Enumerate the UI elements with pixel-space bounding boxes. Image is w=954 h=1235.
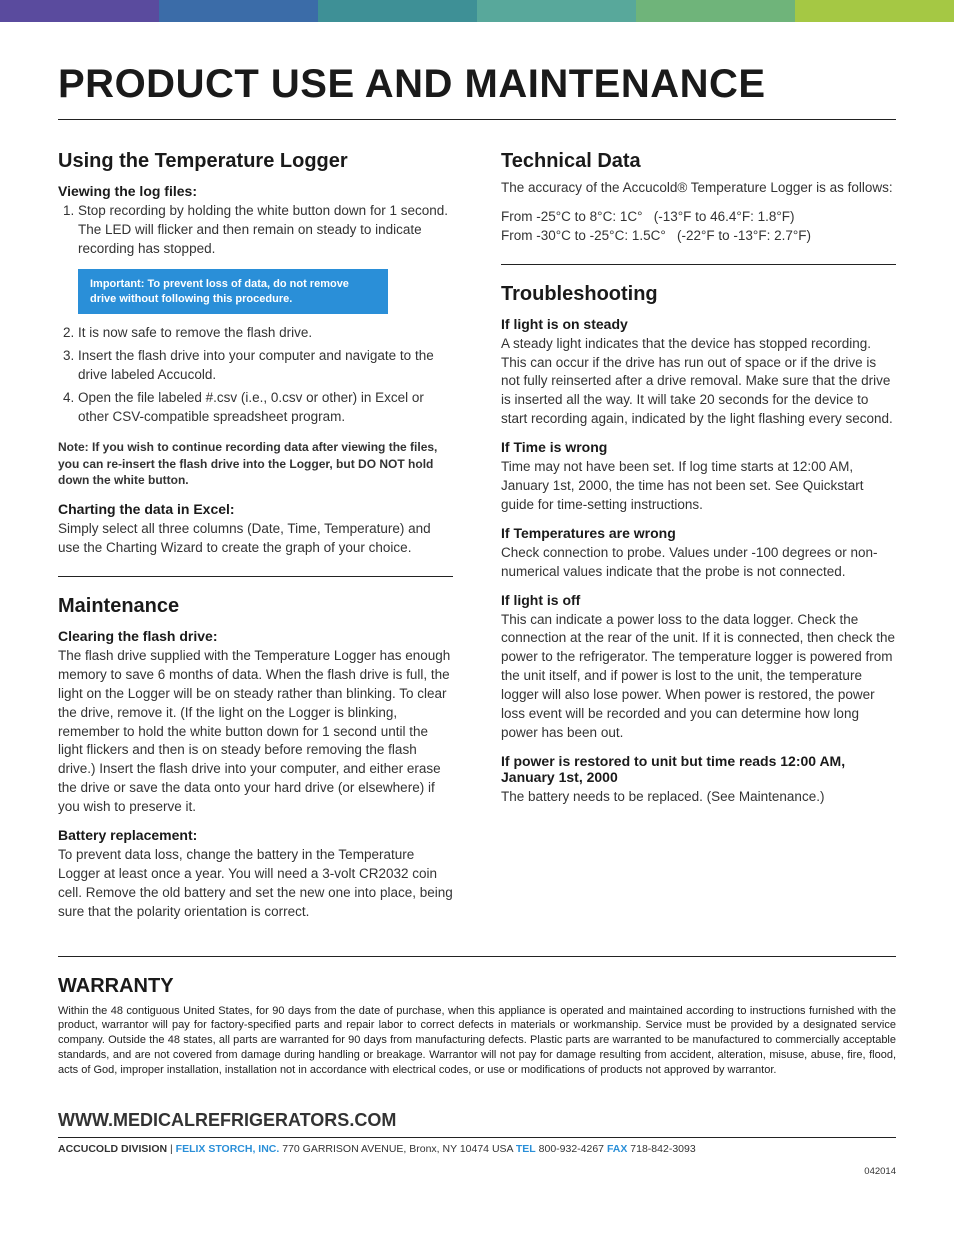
step-4: Open the file labeled #.csv (i.e., 0.csv… xyxy=(78,389,453,427)
page-title: PRODUCT USE AND MAINTENANCE xyxy=(58,62,896,107)
note-text: Note: If you wish to continue recording … xyxy=(58,439,453,489)
ts-item-1-h: If Time is wrong xyxy=(501,439,896,455)
footer-rule xyxy=(58,1137,896,1138)
footer-fax: 718-842-3093 xyxy=(627,1143,695,1155)
charting-text: Simply select all three columns (Date, T… xyxy=(58,520,453,558)
footer-company: FELIX STORCH, INC. xyxy=(176,1143,280,1155)
ts-item-0-h: If light is on steady xyxy=(501,316,896,332)
tech-line-2: From -25°C to 8°C: 1C° (-13°F to 46.4°F:… xyxy=(501,208,896,227)
left-column: Using the Temperature Logger Viewing the… xyxy=(58,150,453,932)
viewing-log-files-heading: Viewing the log files: xyxy=(58,183,453,199)
viewing-steps-part1: Stop recording by holding the white butt… xyxy=(58,202,453,259)
doc-id: 042014 xyxy=(58,1165,896,1178)
footer-tel: 800-932-4267 xyxy=(536,1143,607,1155)
maintenance-heading: Maintenance xyxy=(58,595,453,618)
clearing-drive-text: The flash drive supplied with the Temper… xyxy=(58,647,453,817)
charting-heading: Charting the data in Excel: xyxy=(58,501,453,517)
warranty-text: Within the 48 contiguous United States, … xyxy=(58,1004,896,1078)
technical-data-heading: Technical Data xyxy=(501,150,896,173)
battery-heading: Battery replacement: xyxy=(58,827,453,843)
footer-division: ACCUCOLD DIVISION xyxy=(58,1143,167,1155)
warranty-section: WARRANTY Within the 48 contiguous United… xyxy=(58,975,896,1078)
ts-item-2-h: If Temperatures are wrong xyxy=(501,525,896,541)
footer-line: ACCUCOLD DIVISION | FELIX STORCH, INC. 7… xyxy=(58,1142,896,1157)
viewing-steps-part2: It is now safe to remove the flash drive… xyxy=(58,324,453,426)
clearing-drive-heading: Clearing the flash drive: xyxy=(58,628,453,644)
left-divider xyxy=(58,576,453,577)
top-color-bar xyxy=(0,0,954,22)
ts-item-0-p: A steady light indicates that the device… xyxy=(501,335,896,429)
step-2: It is now safe to remove the flash drive… xyxy=(78,324,453,343)
title-rule xyxy=(58,119,896,120)
important-callout: Important: To prevent loss of data, do n… xyxy=(78,269,388,315)
ts-item-4-h: If power is restored to unit but time re… xyxy=(501,753,896,785)
footer-fax-label: FAX xyxy=(607,1143,627,1155)
right-divider xyxy=(501,264,896,265)
footer-url: WWW.MEDICALREFRIGERATORS.COM xyxy=(58,1108,896,1133)
ts-item-4-p: The battery needs to be replaced. (See M… xyxy=(501,788,896,807)
footer-tel-label: TEL xyxy=(516,1143,536,1155)
footer-sep: | xyxy=(167,1143,176,1155)
tech-line-3: From -30°C to -25°C: 1.5C° (-22°F to -13… xyxy=(501,227,896,246)
ts-item-3-h: If light is off xyxy=(501,592,896,608)
warranty-top-rule xyxy=(58,956,896,957)
page-body: PRODUCT USE AND MAINTENANCE Using the Te… xyxy=(0,22,954,1208)
tech-line-1: The accuracy of the Accucold® Temperatur… xyxy=(501,179,896,198)
warranty-heading: WARRANTY xyxy=(58,975,896,998)
two-column-layout: Using the Temperature Logger Viewing the… xyxy=(58,150,896,932)
step-3: Insert the flash drive into your compute… xyxy=(78,347,453,385)
troubleshooting-heading: Troubleshooting xyxy=(501,283,896,306)
ts-item-3-p: This can indicate a power loss to the da… xyxy=(501,611,896,743)
ts-item-2-p: Check connection to probe. Values under … xyxy=(501,544,896,582)
ts-item-1-p: Time may not have been set. If log time … xyxy=(501,458,896,515)
right-column: Technical Data The accuracy of the Accuc… xyxy=(501,150,896,932)
battery-text: To prevent data loss, change the battery… xyxy=(58,846,453,922)
footer-address: 770 GARRISON AVENUE, Bronx, NY 10474 USA xyxy=(279,1143,516,1155)
step-1: Stop recording by holding the white butt… xyxy=(78,202,453,259)
using-logger-heading: Using the Temperature Logger xyxy=(58,150,453,173)
